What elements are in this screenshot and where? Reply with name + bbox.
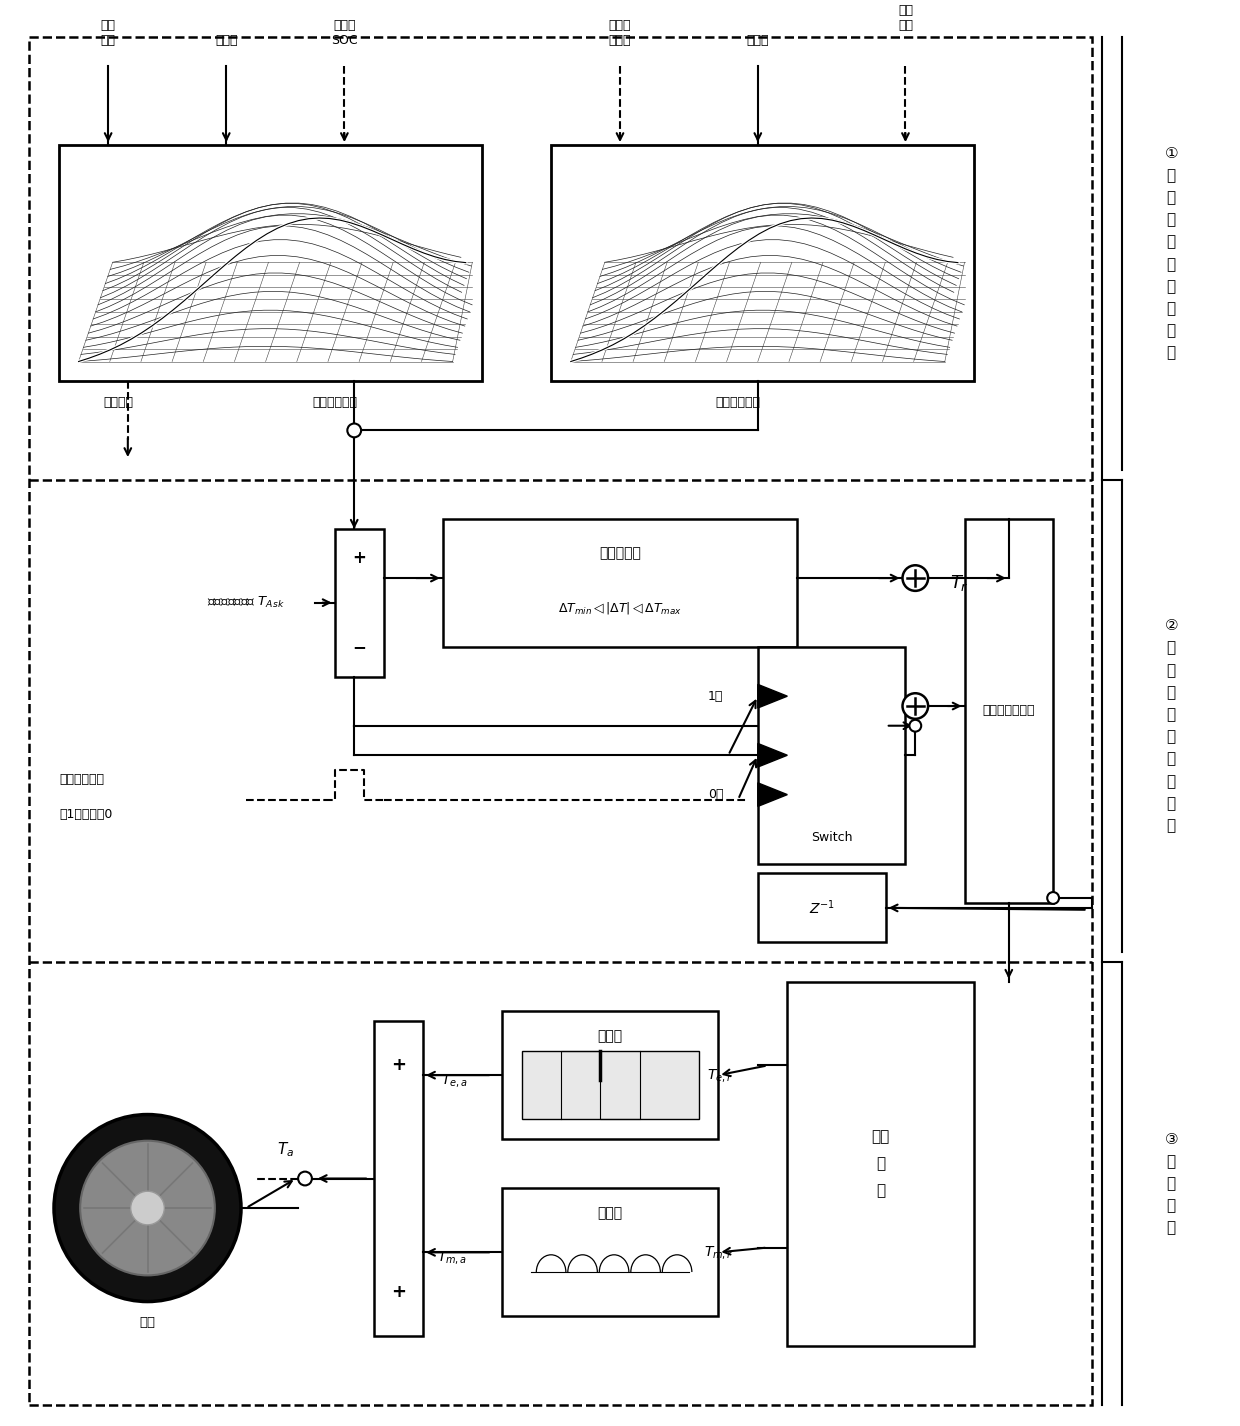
Text: 动力源需求转矩: 动力源需求转矩 [982,704,1035,717]
Text: −: − [352,637,366,656]
Text: ②
动
力
源
需
求
转
矩
求
解: ② 动 力 源 需 求 转 矩 求 解 [1164,619,1178,833]
Text: 0通: 0通 [708,789,723,801]
Circle shape [903,693,928,719]
Circle shape [347,424,361,438]
Circle shape [903,565,928,590]
Bar [335,529,383,676]
Text: 1通: 1通 [708,690,723,703]
Bar [502,1011,718,1139]
Circle shape [298,1172,312,1185]
Bar [965,519,1053,903]
Circle shape [81,1141,215,1275]
Text: 驱动需求转矩: 驱动需求转矩 [715,396,760,409]
Text: $Z^{-1}$: $Z^{-1}$ [808,898,835,917]
Bar [30,37,1092,1405]
Text: $T_{e,r}$: $T_{e,r}$ [707,1067,733,1084]
Polygon shape [758,684,787,707]
Text: 电动机: 电动机 [598,1206,622,1221]
Text: 车　速: 车 速 [215,34,238,47]
Text: 为1，否则为0: 为1，否则为0 [60,807,113,821]
Circle shape [1048,893,1059,904]
Bar [502,1188,718,1316]
Text: $T_r$: $T_r$ [950,573,968,593]
Text: 车　速: 车 速 [746,34,769,47]
Bar [522,1051,699,1119]
Polygon shape [758,743,787,767]
Circle shape [55,1115,241,1302]
Text: +: + [391,1057,405,1074]
Circle shape [909,720,921,732]
Bar [443,519,797,647]
Bar [551,145,975,381]
Text: 限制变化率: 限制变化率 [599,546,641,560]
Text: 换档手
柄位置: 换档手 柄位置 [609,19,631,47]
Bar [374,1021,423,1336]
Bar [758,647,905,864]
Text: 加速
踩板: 加速 踩板 [898,4,913,31]
Circle shape [130,1191,165,1225]
Polygon shape [758,783,787,807]
Text: 电　池
SOC: 电 池 SOC [331,19,357,47]
Text: 转矩
分
配: 转矩 分 配 [872,1129,890,1198]
Text: $T_{m,a}$: $T_{m,a}$ [438,1249,467,1266]
Text: 驾驶员需求转矩 $T_{Ask}$: 驾驶员需求转矩 $T_{Ask}$ [207,595,284,610]
Text: $\Delta T_{min}\triangleleft|\Delta T|\triangleleft\Delta T_{max}$: $\Delta T_{min}\triangleleft|\Delta T|\t… [558,599,682,616]
Bar [787,981,975,1346]
Text: 再生制动转矩: 再生制动转矩 [312,396,357,409]
Text: $T_{m,r}$: $T_{m,r}$ [704,1243,733,1261]
Bar [60,145,482,381]
Text: $T_{e,a}$: $T_{e,a}$ [440,1071,467,1088]
Text: 发动机: 发动机 [598,1028,622,1042]
Text: +: + [352,549,366,568]
Text: $T_a$: $T_a$ [277,1141,294,1159]
Text: ①
驾
驶
员
需
求
转
矩
求
解: ① 驾 驶 员 需 求 转 矩 求 解 [1164,145,1178,361]
Bar [758,873,885,943]
Text: ③
转
矩
分
配: ③ 转 矩 分 配 [1164,1132,1178,1235]
Text: Switch: Switch [811,831,852,844]
Text: +: + [391,1283,405,1301]
Text: 制动
踩板: 制动 踩板 [100,19,115,47]
Text: 模式切换时刻: 模式切换时刻 [60,773,104,786]
Text: 机械制动: 机械制动 [103,396,133,409]
Text: 驱动: 驱动 [140,1316,155,1329]
